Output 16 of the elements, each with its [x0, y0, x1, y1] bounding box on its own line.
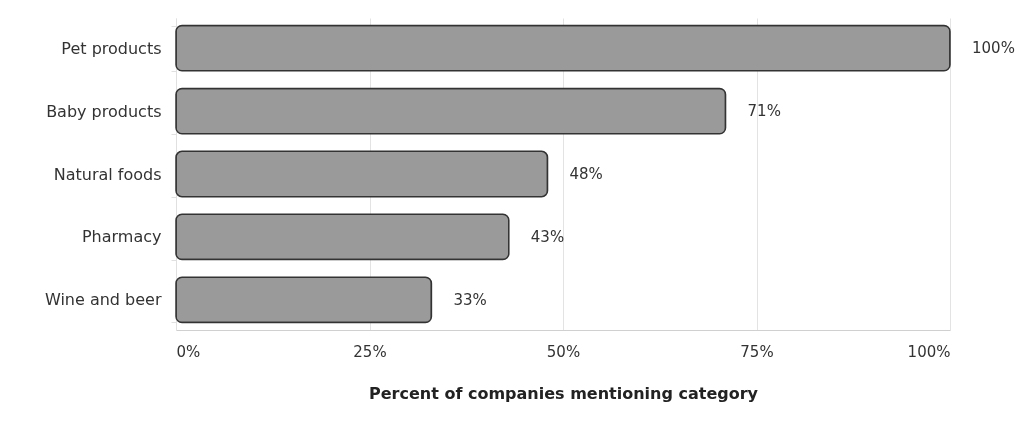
x-tick-label: 100%: [907, 342, 951, 361]
x-tick-label: 50%: [546, 342, 581, 361]
data-label: 48%: [569, 165, 603, 183]
y-tick-label: Baby products: [46, 101, 162, 121]
x-axis-title: Percent of companies mentioning category: [368, 383, 759, 403]
y-tick-label: Wine and beer: [44, 290, 162, 310]
x-tick-label: 75%: [740, 342, 774, 361]
y-tick-label: Pharmacy: [81, 227, 162, 247]
y-tick-label: Natural foods: [53, 164, 162, 184]
x-tick-label: 25%: [353, 342, 387, 361]
x-tick-label: 0%: [176, 342, 201, 361]
data-label: 100%: [972, 39, 1015, 58]
y-tick-label: Pet products: [61, 38, 162, 58]
data-label: 43%: [530, 227, 565, 246]
data-label: 33%: [453, 290, 487, 309]
data-label: 71%: [747, 102, 781, 121]
